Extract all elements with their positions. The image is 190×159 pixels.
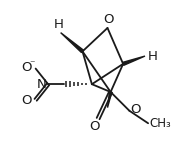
- Text: CH₃: CH₃: [149, 117, 171, 130]
- Text: O: O: [21, 61, 32, 74]
- Text: O: O: [130, 103, 141, 116]
- Text: N: N: [37, 78, 47, 91]
- Text: H: H: [54, 18, 64, 31]
- Polygon shape: [61, 33, 84, 53]
- Polygon shape: [123, 56, 145, 65]
- Text: O: O: [21, 94, 32, 107]
- Text: H: H: [148, 50, 158, 63]
- Text: ⁻: ⁻: [30, 60, 35, 70]
- Text: O: O: [90, 120, 100, 133]
- Text: O: O: [103, 13, 114, 26]
- Polygon shape: [108, 92, 112, 108]
